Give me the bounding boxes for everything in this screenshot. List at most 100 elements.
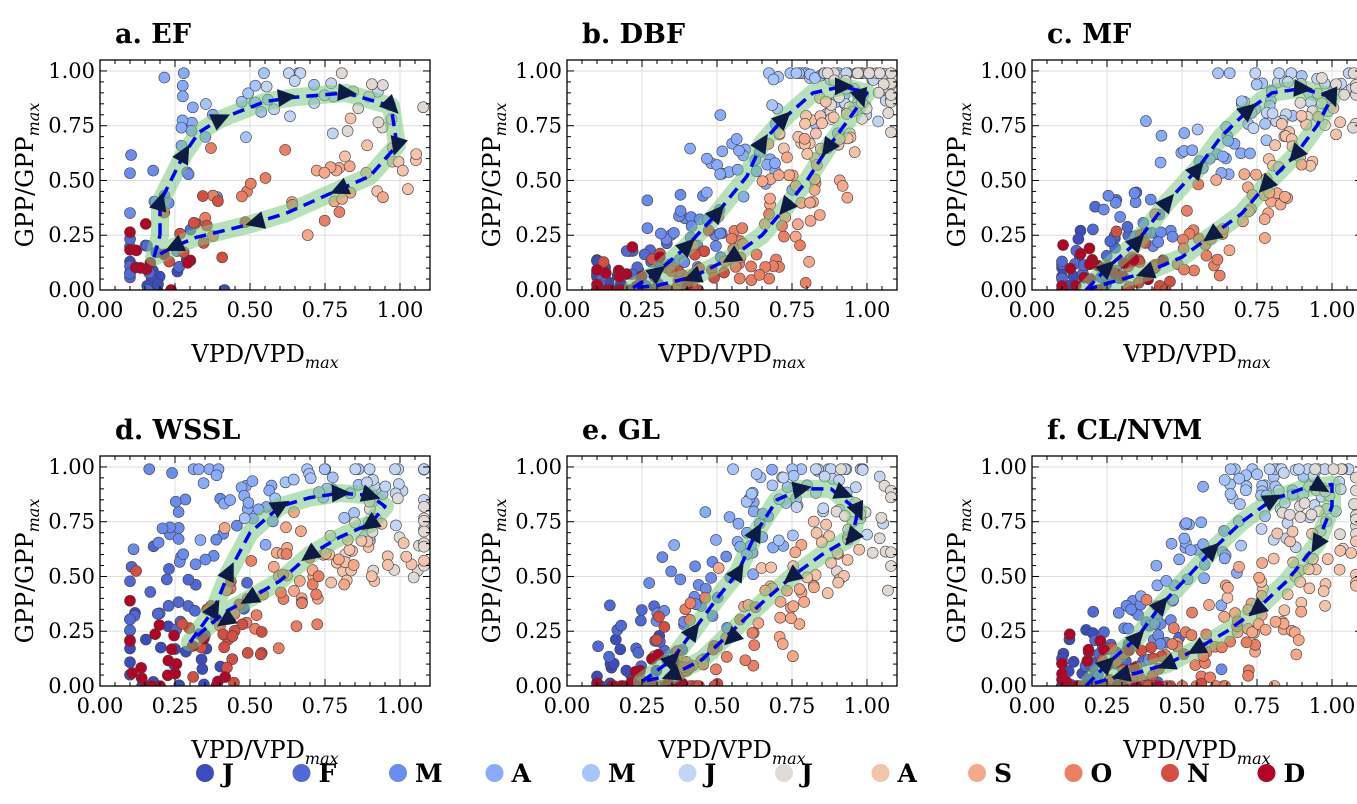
data-point	[591, 264, 603, 276]
data-point	[400, 550, 413, 563]
direction-arrow	[378, 93, 399, 114]
data-point	[333, 553, 345, 566]
direction-arrow	[1135, 261, 1157, 279]
data-point	[597, 256, 610, 268]
data-point	[885, 491, 897, 504]
direction-arrow	[1311, 532, 1329, 554]
data-point	[249, 79, 262, 92]
data-point	[326, 471, 339, 484]
data-point	[807, 515, 820, 528]
data-point	[790, 501, 803, 513]
plot-area	[1056, 67, 1357, 290]
direction-arrow	[165, 234, 187, 251]
data-point	[124, 635, 136, 647]
data-point	[1242, 669, 1254, 682]
data-point	[192, 463, 205, 475]
data-point	[787, 470, 800, 482]
data-point	[836, 180, 849, 192]
data-point	[714, 227, 726, 240]
data-point	[1082, 643, 1095, 656]
data-point	[1319, 600, 1331, 612]
data-point	[615, 619, 628, 632]
data-point	[820, 518, 832, 531]
data-point	[848, 146, 861, 158]
direction-arrow	[329, 177, 351, 195]
data-point	[764, 192, 776, 205]
data-point	[341, 125, 354, 137]
data-point	[182, 573, 195, 586]
direction-arrow	[1124, 629, 1145, 650]
y-axis-label: GPP/GPPmax	[943, 103, 975, 248]
direction-arrow	[202, 599, 220, 621]
data-point	[1293, 463, 1305, 475]
data-point	[218, 641, 230, 654]
data-point	[1266, 107, 1279, 120]
direction-arrow	[681, 622, 700, 643]
data-point	[1221, 592, 1234, 604]
data-point	[418, 525, 430, 538]
data-point	[311, 618, 324, 631]
legend-label: O	[1091, 759, 1113, 788]
data-point	[1140, 594, 1153, 606]
data-point	[242, 496, 255, 509]
data-point	[238, 512, 251, 525]
data-point	[410, 148, 423, 160]
direction-arrow	[245, 211, 267, 229]
data-point	[212, 195, 224, 207]
data-point	[241, 647, 254, 659]
data-point	[783, 169, 795, 182]
data-point	[231, 519, 243, 532]
data-point	[1347, 121, 1357, 134]
y-tick-label: 0.50	[48, 564, 95, 588]
data-point	[124, 594, 136, 607]
direction-arrow	[846, 499, 864, 521]
x-tick-label: 0.00	[544, 298, 591, 322]
cycle-arrows	[1095, 474, 1330, 682]
panel-title: a. EF	[115, 19, 191, 50]
data-point	[177, 90, 189, 103]
data-point	[1303, 582, 1316, 595]
data-point	[338, 512, 351, 524]
data-point	[850, 481, 862, 493]
data-point	[653, 610, 665, 623]
data-point	[221, 661, 233, 674]
data-point	[592, 640, 604, 653]
data-point	[1155, 129, 1168, 142]
legend-label: J	[703, 759, 717, 788]
data-point	[1278, 467, 1290, 479]
data-point	[126, 667, 138, 679]
data-point	[210, 469, 223, 482]
data-point	[1279, 191, 1291, 203]
data-point	[614, 643, 627, 656]
data-point	[1334, 528, 1346, 541]
x-tick-label: 0.75	[769, 298, 816, 322]
data-point	[1173, 553, 1185, 566]
data-point	[1121, 220, 1134, 233]
x-tick-label: 0.00	[77, 694, 124, 718]
data-point	[789, 546, 802, 559]
cycle-line	[188, 491, 387, 644]
data-point	[267, 561, 280, 573]
data-point	[318, 214, 331, 227]
data-point	[197, 477, 210, 489]
data-point	[1056, 657, 1068, 670]
direction-arrow	[268, 500, 290, 519]
data-point	[236, 190, 248, 203]
data-point	[218, 284, 231, 290]
legend-entry: M	[389, 759, 443, 788]
data-point	[798, 132, 811, 145]
data-point	[787, 529, 799, 542]
y-tick-label: 0.75	[515, 114, 562, 138]
data-point	[168, 629, 180, 642]
data-point	[187, 101, 199, 114]
data-point	[189, 558, 202, 571]
data-point	[1056, 280, 1068, 290]
data-point	[817, 502, 830, 515]
data-point	[1224, 488, 1237, 500]
direction-arrow	[704, 204, 725, 226]
data-point	[162, 654, 175, 667]
data-point	[1233, 472, 1245, 485]
data-point	[1186, 606, 1198, 619]
data-point	[774, 611, 786, 624]
data-point	[816, 117, 828, 129]
